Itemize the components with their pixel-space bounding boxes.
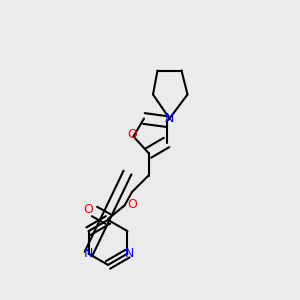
Text: N: N (165, 112, 174, 125)
Text: N: N (124, 247, 134, 260)
Text: O: O (83, 202, 93, 216)
Text: O: O (127, 197, 137, 211)
Text: N: N (84, 247, 93, 260)
Text: O: O (127, 128, 137, 142)
